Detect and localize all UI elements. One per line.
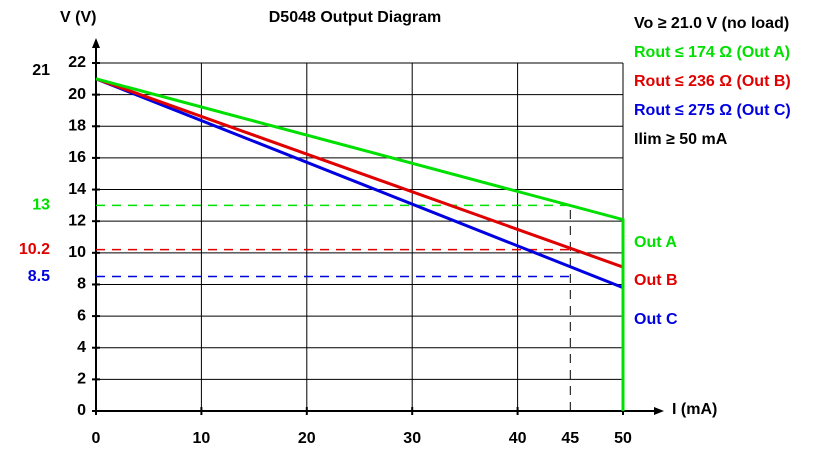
y-axis-arrow — [92, 38, 100, 48]
y-tick-label: 18 — [68, 117, 86, 134]
y-tick-label: 12 — [68, 212, 86, 229]
y-tick-label: 8 — [77, 276, 86, 293]
y-mark-label: 8.5 — [28, 268, 50, 285]
y-tick-label: 16 — [68, 149, 86, 166]
annotation: Rout ≤ 275 Ω (Out C) — [634, 102, 791, 119]
annotation: Vo ≥ 21.0 V (no load) — [634, 15, 789, 32]
x-axis-arrow — [654, 407, 664, 415]
x-axis-label: I (mA) — [672, 401, 717, 418]
x-tick-label: 0 — [92, 430, 101, 447]
y-tick-label: 2 — [77, 371, 86, 388]
chart-title: D5048 Output Diagram — [269, 9, 441, 26]
x-tick-label: 40 — [509, 430, 527, 447]
y-mark-label: 21 — [32, 62, 50, 79]
series-line — [95, 77, 625, 411]
series-label: Out B — [634, 272, 678, 289]
annotation: Ilim ≥ 50 mA — [634, 131, 728, 148]
x-tick-label: 10 — [193, 430, 211, 447]
annotation: Rout ≤ 174 Ω (Out A) — [634, 44, 790, 61]
series-line — [95, 77, 625, 411]
x-tick-label: 50 — [614, 430, 632, 447]
series-label: Out C — [634, 311, 678, 328]
x-marker-label: 45 — [561, 430, 579, 447]
y-mark-label: 13 — [32, 197, 50, 214]
annotation: Rout ≤ 236 Ω (Out B) — [634, 73, 791, 90]
series-label: Out A — [634, 234, 677, 251]
x-tick-label: 20 — [298, 430, 316, 447]
y-mark-label: 10.2 — [19, 241, 50, 258]
y-tick-label: 20 — [68, 86, 86, 103]
y-tick-label: 0 — [77, 402, 86, 419]
x-tick-label: 30 — [403, 430, 421, 447]
y-axis-label: V (V) — [60, 9, 96, 26]
y-tick-label: 10 — [68, 244, 86, 261]
y-tick-label: 6 — [77, 307, 86, 324]
y-tick-label: 22 — [68, 54, 86, 71]
y-tick-label: 4 — [77, 339, 86, 356]
series-line — [95, 77, 625, 411]
y-tick-label: 14 — [68, 181, 86, 198]
